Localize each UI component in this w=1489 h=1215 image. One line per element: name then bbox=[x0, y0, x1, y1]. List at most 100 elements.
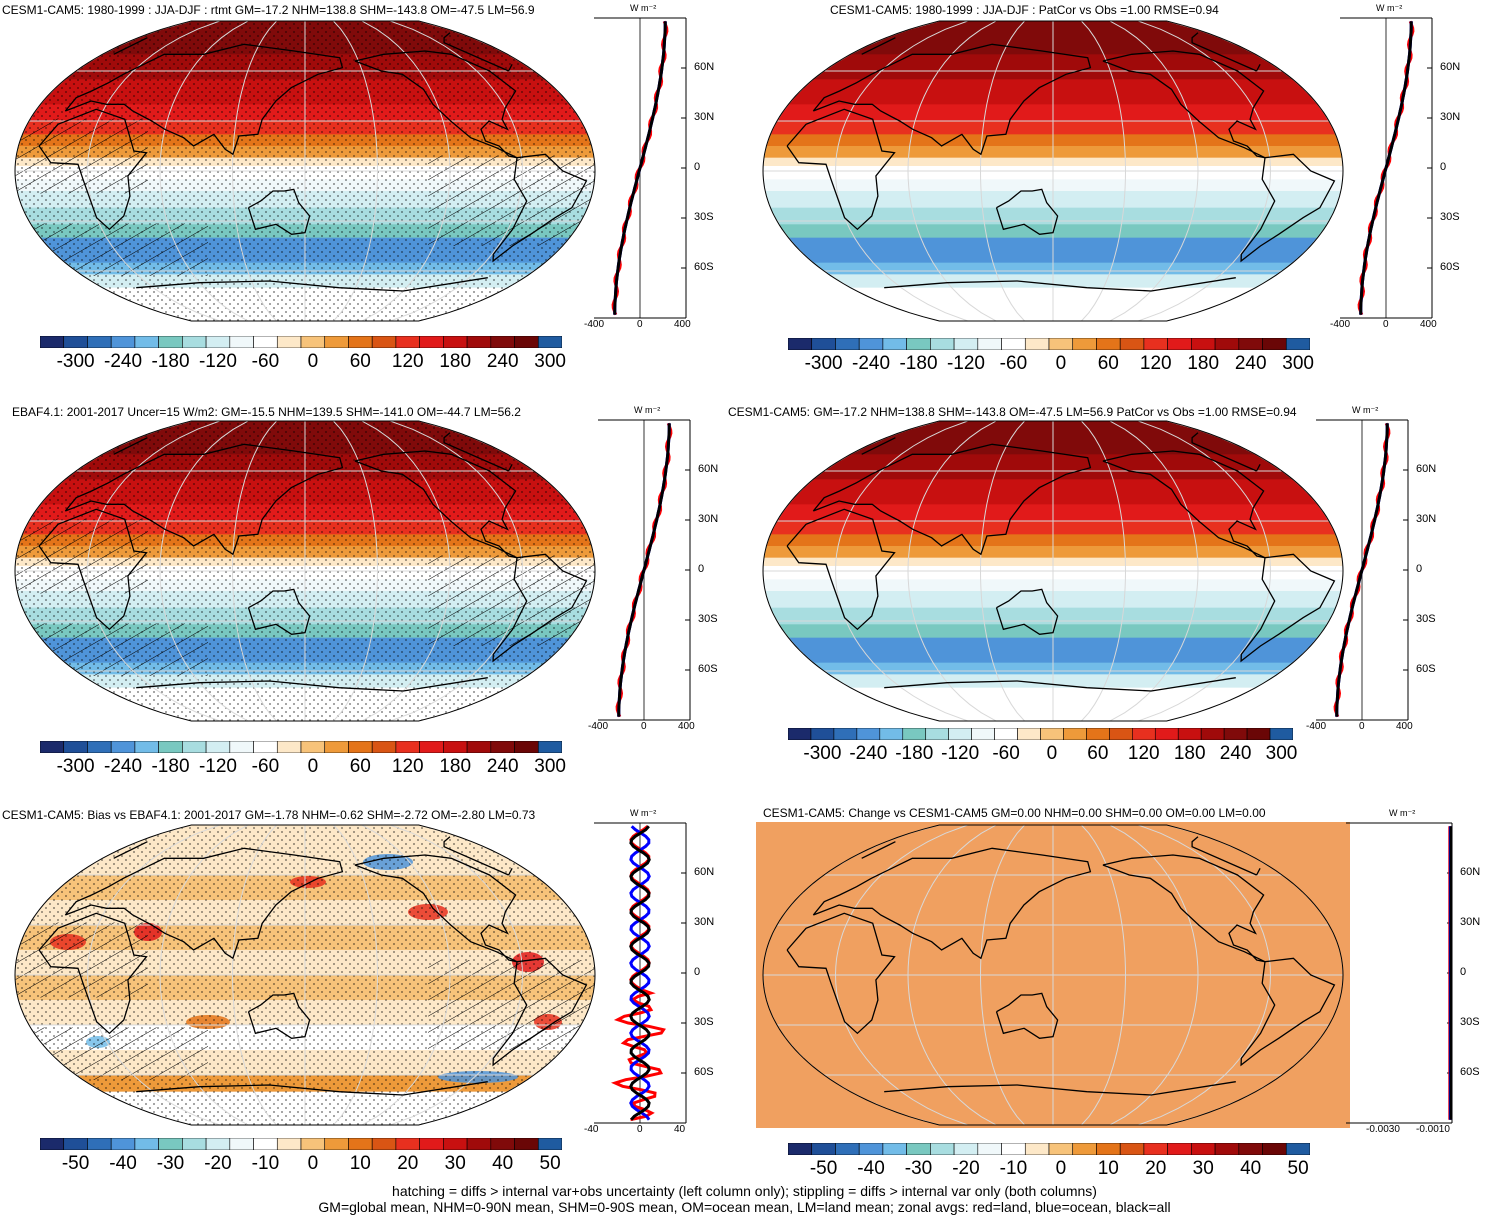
colorbar-swatch bbox=[443, 336, 468, 348]
zonal-x-tick-label: -400 bbox=[588, 721, 609, 732]
zonal-y-tick-label: 30N bbox=[1440, 111, 1461, 123]
longitude-line bbox=[86, 825, 220, 1125]
zonal-y-tick-label: 0 bbox=[694, 161, 701, 173]
colorbar-swatch bbox=[906, 1143, 931, 1155]
zonal-x-tick-label: 0 bbox=[1359, 721, 1365, 732]
colorbar-swatch bbox=[1246, 728, 1271, 740]
longitude-line bbox=[159, 421, 249, 721]
zonal-unit-label: W m⁻² bbox=[634, 405, 661, 415]
colorbar-swatch bbox=[134, 741, 159, 753]
zonal-average-plot bbox=[594, 822, 687, 1124]
colorbar-swatch bbox=[300, 336, 326, 348]
longitude-line bbox=[1081, 825, 1127, 1125]
colorbar-swatch bbox=[858, 338, 884, 350]
coastline-africa bbox=[38, 108, 148, 231]
colorbar-tick-label: -10 bbox=[999, 1158, 1028, 1179]
colorbar-swatch bbox=[229, 336, 254, 348]
zonal-x-tick-label: 0 bbox=[637, 1124, 643, 1135]
colorbar-swatch bbox=[1167, 1143, 1192, 1155]
colorbar-swatch bbox=[948, 728, 972, 740]
colorbar-swatch bbox=[1001, 338, 1026, 350]
zonal-x-tick-label: -0.0010 bbox=[1416, 1124, 1450, 1135]
longitude-line bbox=[907, 421, 997, 721]
coastline-australia bbox=[247, 992, 311, 1039]
colorbar-swatch bbox=[324, 1138, 349, 1150]
colorbar-swatch bbox=[856, 728, 881, 740]
zonal-y-tick-label: 60N bbox=[1440, 61, 1461, 73]
longitude-line bbox=[907, 825, 997, 1125]
colorbar-tick-label: 0 bbox=[1046, 743, 1058, 764]
longitude-line bbox=[979, 421, 1025, 721]
zonal-y-tick-label: 30S bbox=[694, 1016, 714, 1028]
colorbar bbox=[788, 728, 1293, 740]
coastline-europeAsia bbox=[64, 847, 344, 960]
zonal-all_line bbox=[1359, 21, 1413, 315]
zonal-average-plot bbox=[1340, 17, 1433, 319]
colorbar-swatch bbox=[324, 336, 349, 348]
colorbar bbox=[40, 336, 562, 348]
zonal-y-tick-label: 60S bbox=[698, 663, 718, 675]
colorbar-tick-label: 60 bbox=[1087, 743, 1109, 764]
colorbar-tick-label: -40 bbox=[857, 1158, 885, 1179]
colorbar-swatch bbox=[87, 1138, 112, 1150]
colorbar-swatch bbox=[1086, 728, 1110, 740]
longitude-line bbox=[390, 421, 524, 721]
colorbar-tick-label: 50 bbox=[539, 1153, 561, 1174]
colorbar-swatch bbox=[40, 741, 65, 753]
colorbar-swatch bbox=[1200, 728, 1225, 740]
colorbar-tick-label: 180 bbox=[439, 351, 472, 372]
colorbar-swatch bbox=[788, 1143, 813, 1155]
colorbar-swatch bbox=[1191, 338, 1216, 350]
map-panel-4 bbox=[762, 420, 1344, 722]
colorbar-swatch bbox=[879, 728, 904, 740]
coastline-australia bbox=[995, 992, 1059, 1039]
panel-title: EBAF4.1: 2001-2017 Uncer=15 W/m2: GM=-15… bbox=[12, 405, 521, 419]
colorbar-swatch bbox=[906, 338, 931, 350]
colorbar-tick-label: -180 bbox=[151, 756, 190, 777]
longitude-line bbox=[390, 21, 524, 321]
colorbar-swatch bbox=[110, 1138, 136, 1150]
colorbar-tick-label: -240 bbox=[104, 351, 143, 372]
zonal-y-tick-label: 60N bbox=[1416, 463, 1437, 475]
longitude-line bbox=[361, 825, 451, 1125]
colorbar-swatch bbox=[1177, 728, 1202, 740]
colorbar-swatch bbox=[835, 338, 860, 350]
colorbar-swatch bbox=[930, 1143, 955, 1155]
coastline-australia bbox=[247, 188, 311, 235]
colorbar-swatch bbox=[514, 1138, 539, 1150]
longitude-line bbox=[1138, 21, 1272, 321]
colorbar-swatch bbox=[788, 338, 813, 350]
zonal-average-plot bbox=[594, 17, 687, 319]
zonal-y-tick-label: 30S bbox=[1416, 613, 1436, 625]
colorbar-tick-label: -300 bbox=[56, 351, 95, 372]
coastline-europeAsia bbox=[812, 847, 1092, 960]
graticule bbox=[763, 825, 1343, 1125]
zonal-x-tick-label: 0 bbox=[637, 319, 643, 330]
colorbar-swatch bbox=[205, 336, 231, 348]
colorbar-swatch bbox=[276, 336, 302, 348]
longitude-line bbox=[390, 825, 524, 1125]
zonal-x-tick-label: 40 bbox=[674, 1124, 686, 1135]
colorbar-swatch bbox=[953, 1143, 979, 1155]
footnote-line-1: hatching = diffs > internal var+obs unce… bbox=[392, 1183, 1097, 1199]
coastline-samerica bbox=[492, 153, 588, 263]
colorbar-swatch bbox=[1223, 728, 1248, 740]
colorbar-swatch bbox=[537, 1138, 562, 1150]
coastline-africa bbox=[786, 912, 896, 1035]
colorbar-swatch bbox=[1238, 338, 1263, 350]
colorbar-swatch bbox=[466, 336, 492, 348]
colorbar-tick-label: -60 bbox=[999, 353, 1028, 374]
longitude-line bbox=[333, 825, 379, 1125]
longitude-line bbox=[979, 825, 1025, 1125]
colorbar-swatch bbox=[1238, 1143, 1263, 1155]
coastlines bbox=[38, 432, 588, 692]
colorbar-swatch bbox=[788, 728, 812, 740]
colorbar-tick-label: 10 bbox=[1097, 1158, 1119, 1179]
coastline-africa bbox=[786, 108, 896, 231]
colorbar-tick-label: 60 bbox=[1097, 353, 1119, 374]
colorbar-tick-label: -20 bbox=[952, 1158, 980, 1179]
map-panel-6 bbox=[756, 822, 1350, 1128]
zonal-y-tick-label: 30S bbox=[1460, 1016, 1480, 1028]
longitude-line bbox=[834, 825, 968, 1125]
colorbar-tick-label: 240 bbox=[486, 756, 519, 777]
